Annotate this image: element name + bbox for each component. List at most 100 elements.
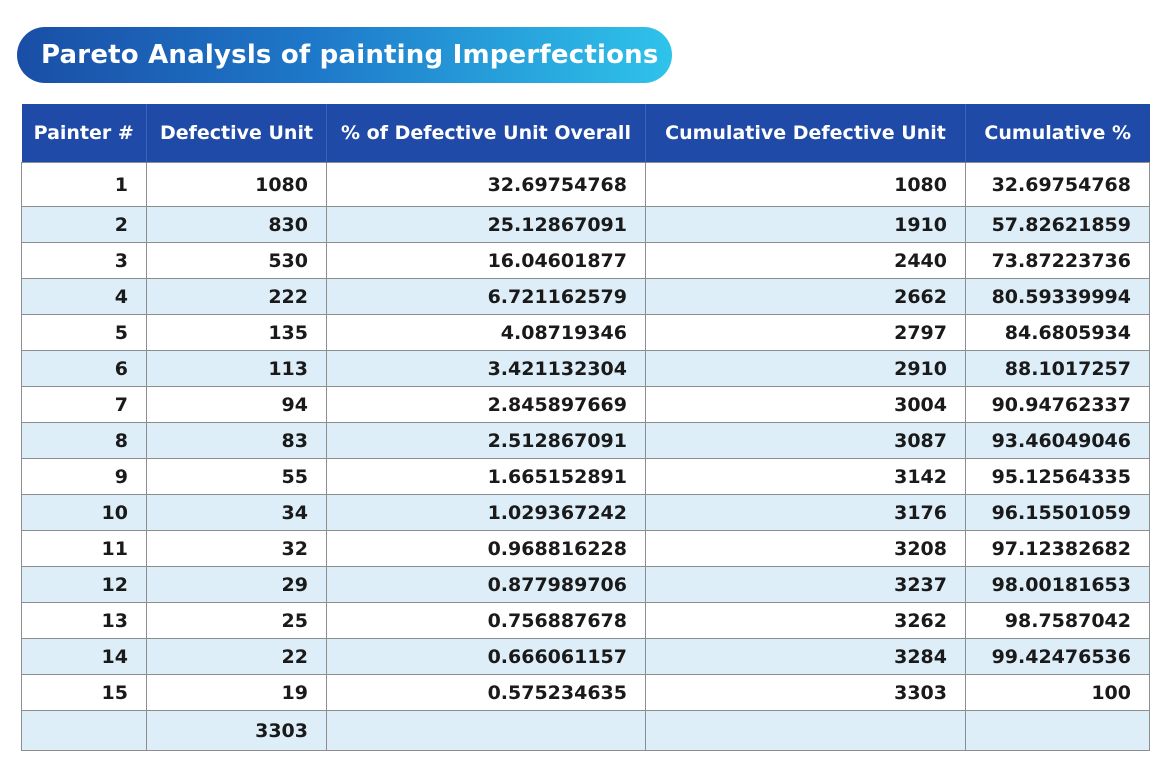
cumulative-percent-cell: 32.69754768 [965,162,1150,207]
painter-cell: 6 [21,350,147,387]
table-row: 6 113 3.421132304 2910 88.1017257 [21,350,1150,387]
painter-cell: 14 [21,638,147,675]
percent-defective-cell: 0.968816228 [326,530,646,567]
cumulative-defective-cell: 2797 [645,314,966,351]
table-row: 2 830 25.12867091 1910 57.82621859 [21,206,1150,243]
cumulative-defective-cell: 3087 [645,422,966,459]
percent-defective-cell: 0.756887678 [326,602,646,639]
percent-defective-cell: 16.04601877 [326,242,646,279]
cumulative-defective-cell: 3142 [645,458,966,495]
table-row: 12 29 0.877989706 3237 98.00181653 [21,566,1150,603]
painter-cell: 4 [21,278,147,315]
defective-unit-cell: 83 [146,422,327,459]
painter-cell: 15 [21,674,147,711]
column-header-defective-unit: Defective Unit [146,104,327,163]
painter-cell: 5 [21,314,147,351]
defective-unit-cell: 530 [146,242,327,279]
defective-unit-cell: 94 [146,386,327,423]
painter-cell [21,710,147,751]
painter-cell: 10 [21,494,147,531]
header-row: Painter # Defective Unit % of Defective … [21,104,1150,163]
table-body: 1 1080 32.69754768 1080 32.69754768 2 830 25.12… [21,162,1150,751]
cumulative-defective-cell: 1080 [645,162,966,207]
table-row: 5 135 4.08719346 2797 84.6805934 [21,314,1150,351]
cumulative-defective-cell: 3004 [645,386,966,423]
cumulative-percent-cell: 93.46049046 [965,422,1150,459]
column-header-cumulative-percent: Cumulative % [965,104,1150,163]
defective-unit-cell: 3303 [146,710,327,751]
cumulative-percent-cell: 99.42476536 [965,638,1150,675]
cumulative-percent-cell: 80.59339994 [965,278,1150,315]
table-row: 15 19 0.575234635 3303 100 [21,674,1150,711]
painter-cell: 7 [21,386,147,423]
percent-defective-cell: 1.029367242 [326,494,646,531]
column-header-painter: Painter # [21,104,147,163]
defective-unit-cell: 34 [146,494,327,531]
painter-cell: 9 [21,458,147,495]
cumulative-percent-cell: 97.12382682 [965,530,1150,567]
cumulative-percent-cell: 88.1017257 [965,350,1150,387]
cumulative-defective-cell: 2662 [645,278,966,315]
defective-unit-cell: 222 [146,278,327,315]
pareto-table: Painter # Defective Unit % of Defective … [21,104,1150,751]
column-header-cumulative-defective: Cumulative Defective Unit [645,104,966,163]
cumulative-percent-cell: 98.00181653 [965,566,1150,603]
table-row: 3 530 16.04601877 2440 73.87223736 [21,242,1150,279]
painter-cell: 8 [21,422,147,459]
table-row: 14 22 0.666061157 3284 99.42476536 [21,638,1150,675]
defective-unit-cell: 113 [146,350,327,387]
defective-unit-cell: 1080 [146,162,327,207]
table-row: 4 222 6.721162579 2662 80.59339994 [21,278,1150,315]
cumulative-defective-cell: 3303 [645,674,966,711]
cumulative-percent-cell: 90.94762337 [965,386,1150,423]
cumulative-percent-cell: 95.12564335 [965,458,1150,495]
painter-cell: 12 [21,566,147,603]
cumulative-percent-cell: 98.7587042 [965,602,1150,639]
cumulative-percent-cell: 84.6805934 [965,314,1150,351]
cumulative-percent-cell: 96.15501059 [965,494,1150,531]
column-header-percent-defective: % of Defective Unit Overall [326,104,646,163]
cumulative-percent-cell: 73.87223736 [965,242,1150,279]
percent-defective-cell: 0.575234635 [326,674,646,711]
table-row: 10 34 1.029367242 3176 96.15501059 [21,494,1150,531]
percent-defective-cell [326,710,646,751]
percent-defective-cell: 1.665152891 [326,458,646,495]
table-header: Painter # Defective Unit % of Defective … [21,104,1150,163]
table-row: 9 55 1.665152891 3142 95.12564335 [21,458,1150,495]
percent-defective-cell: 32.69754768 [326,162,646,207]
table-row: 1 1080 32.69754768 1080 32.69754768 [21,162,1150,207]
cumulative-defective-cell: 3176 [645,494,966,531]
percent-defective-cell: 4.08719346 [326,314,646,351]
table-row: 13 25 0.756887678 3262 98.7587042 [21,602,1150,639]
percent-defective-cell: 0.877989706 [326,566,646,603]
percent-defective-cell: 0.666061157 [326,638,646,675]
total-row: 3303 [21,710,1150,751]
percent-defective-cell: 6.721162579 [326,278,646,315]
percent-defective-cell: 2.845897669 [326,386,646,423]
cumulative-percent-cell: 100 [965,674,1150,711]
painter-cell: 2 [21,206,147,243]
defective-unit-cell: 29 [146,566,327,603]
cumulative-defective-cell: 3262 [645,602,966,639]
painter-cell: 11 [21,530,147,567]
percent-defective-cell: 25.12867091 [326,206,646,243]
defective-unit-cell: 25 [146,602,327,639]
defective-unit-cell: 22 [146,638,327,675]
cumulative-defective-cell: 3237 [645,566,966,603]
page-title: Pareto Analysls of painting Imperfection… [17,27,672,83]
percent-defective-cell: 3.421132304 [326,350,646,387]
defective-unit-cell: 135 [146,314,327,351]
table-row: 7 94 2.845897669 3004 90.94762337 [21,386,1150,423]
defective-unit-cell: 55 [146,458,327,495]
defective-unit-cell: 830 [146,206,327,243]
table-row: 8 83 2.512867091 3087 93.46049046 [21,422,1150,459]
painter-cell: 1 [21,162,147,207]
cumulative-defective-cell: 2440 [645,242,966,279]
cumulative-defective-cell [645,710,966,751]
painter-cell: 13 [21,602,147,639]
cumulative-defective-cell: 3208 [645,530,966,567]
cumulative-defective-cell: 2910 [645,350,966,387]
table-row: 11 32 0.968816228 3208 97.12382682 [21,530,1150,567]
cumulative-percent-cell: 57.82621859 [965,206,1150,243]
cumulative-defective-cell: 1910 [645,206,966,243]
